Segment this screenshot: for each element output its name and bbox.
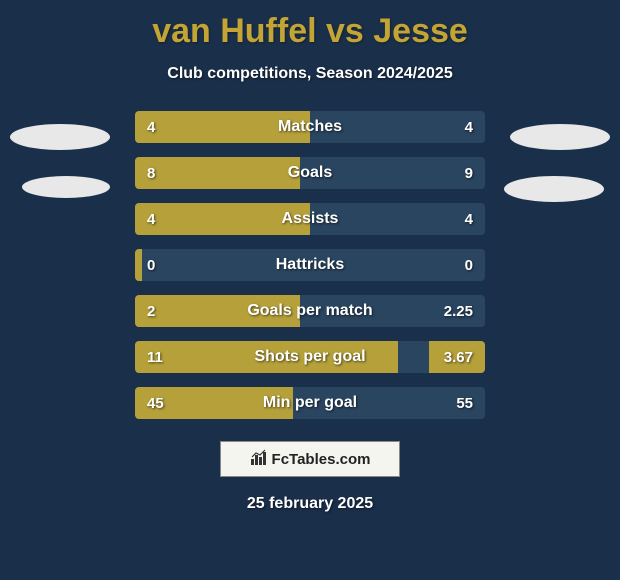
stat-bar-label: Assists: [135, 210, 485, 228]
stat-bar: Goals8 9: [135, 157, 485, 189]
stat-bar-label: Min per goal: [135, 394, 485, 412]
stat-bar-value-right: 55: [456, 395, 473, 412]
stat-bar-value-right: 2.25: [444, 303, 473, 320]
stat-bar-value-right: 3.67: [444, 349, 473, 366]
stat-bar-value-left: 45: [147, 395, 164, 412]
generation-date: 25 february 2025: [0, 495, 620, 513]
player-left-badge-bottom: [22, 176, 110, 198]
stat-bar-value-right: 9: [465, 165, 473, 182]
stat-bar-label: Matches: [135, 118, 485, 136]
stat-bar-label: Hattricks: [135, 256, 485, 274]
stat-bar: Shots per goal11 3.67: [135, 341, 485, 373]
stat-bar-value-left: 4: [147, 211, 155, 228]
player-left-badge-top: [10, 124, 110, 150]
chart-icon: [250, 448, 268, 471]
stat-bar: Matches4 4: [135, 111, 485, 143]
player-right-badge-top: [510, 124, 610, 150]
stat-bar-value-right: 0: [465, 257, 473, 274]
stat-bar-value-right: 4: [465, 211, 473, 228]
stat-bar-value-left: 4: [147, 119, 155, 136]
comparison-title: van Huffel vs Jesse: [0, 0, 620, 51]
stat-bar-value-left: 0: [147, 257, 155, 274]
stat-bars-container: Matches44Goals89Assists44Hattricks00Goal…: [0, 111, 620, 419]
player-right-badge-bottom: [504, 176, 604, 202]
stat-bar: Hattricks0 0: [135, 249, 485, 281]
fctables-logo: FcTables.com: [220, 441, 400, 477]
stat-bar-label: Shots per goal: [135, 348, 485, 366]
stat-bar: Assists4 4: [135, 203, 485, 235]
stat-bar: Min per goal45 55: [135, 387, 485, 419]
stat-bar-value-right: 4: [465, 119, 473, 136]
logo-text: FcTables.com: [272, 451, 371, 468]
stat-bar-value-left: 8: [147, 165, 155, 182]
stat-bar-label: Goals per match: [135, 302, 485, 320]
stat-bar: Goals per match2 2.25: [135, 295, 485, 327]
comparison-subtitle: Club competitions, Season 2024/2025: [0, 65, 620, 83]
stat-bar-value-left: 2: [147, 303, 155, 320]
stat-bar-value-left: 11: [147, 349, 163, 366]
stat-bar-label: Goals: [135, 164, 485, 182]
